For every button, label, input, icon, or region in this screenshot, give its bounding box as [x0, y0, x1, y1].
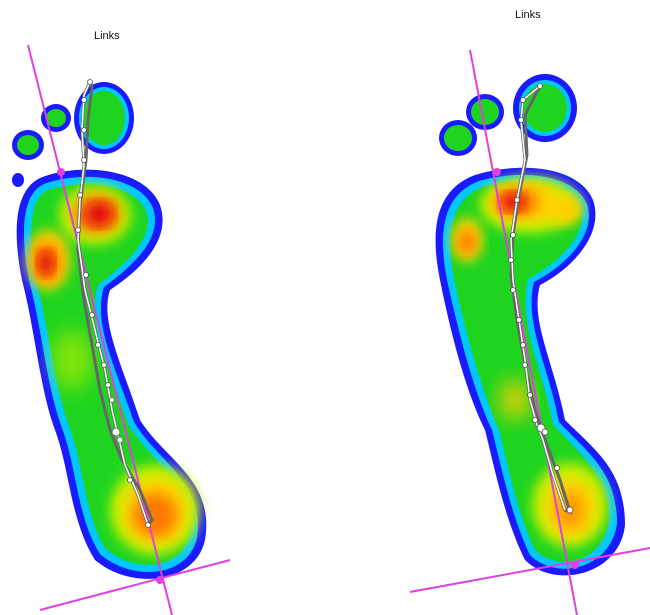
- axis-point-heel: [156, 576, 164, 584]
- pressure-map-right: [409, 49, 650, 615]
- panel-title: Links: [515, 9, 541, 21]
- pressure-hotspots: [26, 185, 200, 555]
- axis-point-forefoot: [493, 168, 501, 176]
- center-of-pressure-trace: [75, 78, 154, 529]
- footprint-panel-right: Links: [325, 0, 650, 615]
- pressure-map-left: [12, 44, 231, 615]
- footprint-panel-left: Links: [12, 30, 231, 615]
- panel-title: Links: [94, 30, 120, 42]
- toe-prints: [439, 74, 577, 156]
- axis-point-forefoot: [57, 168, 65, 176]
- foot-axis-lines: [409, 49, 650, 615]
- foot-axis-lines: [27, 44, 231, 615]
- center-of-pressure-trace: [508, 83, 574, 515]
- axis-point-heel: [571, 561, 579, 569]
